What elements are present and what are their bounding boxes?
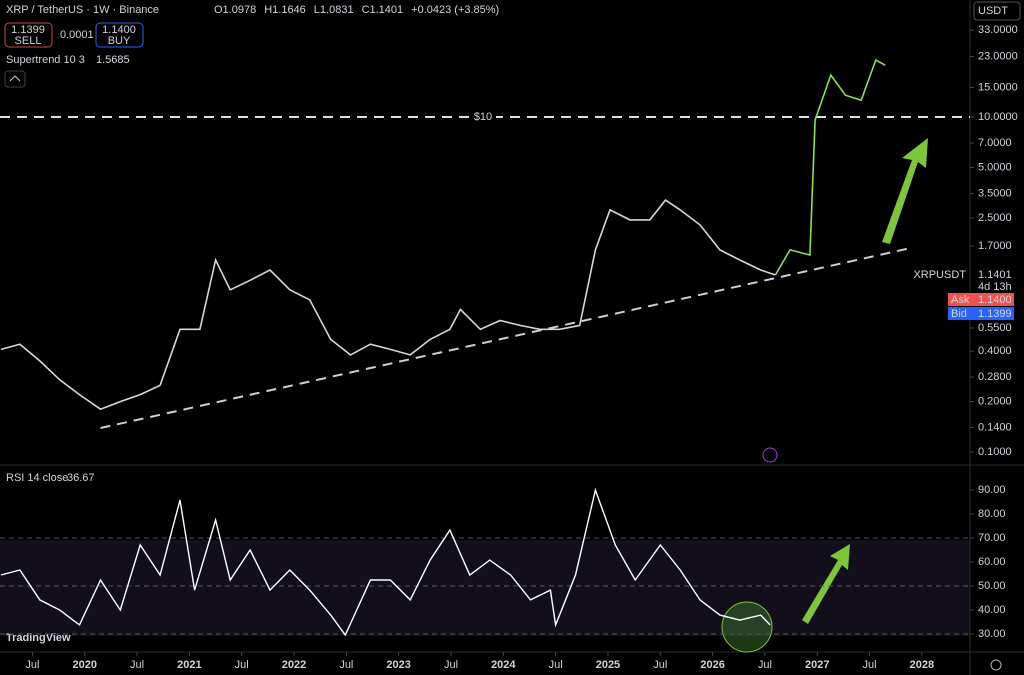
y-tick-label: 90.00 bbox=[978, 484, 1006, 496]
arrow-up-price bbox=[882, 138, 928, 244]
y-tick-label: 7.0000 bbox=[978, 137, 1012, 149]
bid-value: 1.1399 bbox=[978, 308, 1012, 320]
last-price-tag bbox=[972, 267, 1022, 282]
hline-label: $10 bbox=[474, 111, 492, 123]
x-tick-label: 2025 bbox=[596, 659, 620, 671]
ohlc-value: H1.1646 bbox=[264, 4, 306, 16]
ask-value: 1.1400 bbox=[978, 294, 1012, 306]
buy-price[interactable]: 1.1400 bbox=[102, 24, 136, 36]
x-tick-label: Jul bbox=[25, 659, 39, 671]
ask-tag bbox=[948, 292, 1014, 306]
trendline bbox=[100, 247, 911, 429]
x-tick-label: 2024 bbox=[491, 659, 516, 671]
hline-label-bg bbox=[470, 109, 496, 124]
y-tick-label: 0.2000 bbox=[978, 395, 1012, 407]
y-tick-label: 1.7000 bbox=[978, 240, 1012, 252]
y-tick-label: 5.0000 bbox=[978, 161, 1012, 173]
symbol[interactable]: XRP / TetherUS · 1W · Binance bbox=[6, 4, 159, 16]
y-tick-label: 2.5000 bbox=[978, 212, 1012, 224]
y-tick-label: 70.00 bbox=[978, 532, 1006, 544]
x-tick-label: Jul bbox=[339, 659, 353, 671]
logo: TradingView bbox=[6, 632, 71, 644]
y-tick-label: 40.00 bbox=[978, 604, 1006, 616]
x-tick-label: Jul bbox=[235, 659, 249, 671]
x-tick-label: Jul bbox=[549, 659, 563, 671]
indicator[interactable]: Supertrend 10 3 bbox=[6, 54, 85, 66]
event-icon[interactable] bbox=[762, 447, 778, 463]
y-tick-label: 30.00 bbox=[978, 628, 1006, 640]
rsi-title: RSI 14 close bbox=[6, 472, 68, 484]
x-tick-label: 2028 bbox=[910, 659, 934, 671]
x-tick-label: 2020 bbox=[73, 659, 97, 671]
y-tick-label: 80.00 bbox=[978, 508, 1006, 520]
y-tick-label: 3.5000 bbox=[978, 187, 1012, 199]
price-line bbox=[0, 199, 776, 411]
sell-button[interactable] bbox=[4, 22, 53, 48]
x-tick-label: Jul bbox=[130, 659, 144, 671]
currency[interactable]: USDT bbox=[978, 5, 1008, 17]
ohlc-value: C1.1401 bbox=[362, 4, 404, 16]
rsi-highlight bbox=[721, 601, 773, 653]
x-tick-label: 2023 bbox=[386, 659, 410, 671]
sell-price[interactable]: 1.1399 bbox=[11, 24, 45, 36]
bid-tag bbox=[948, 306, 1014, 320]
x-tick-label: Jul bbox=[863, 659, 877, 671]
y-tick-label: 0.1000 bbox=[978, 446, 1012, 458]
x-tick-label: 2022 bbox=[282, 659, 306, 671]
y-tick-label: 0.1400 bbox=[978, 421, 1012, 433]
x-tick-label: Jul bbox=[758, 659, 772, 671]
y-tick-label: 23.0000 bbox=[978, 50, 1018, 62]
sell-label[interactable]: SELL bbox=[15, 35, 42, 47]
collapse-icon bbox=[9, 75, 21, 82]
y-tick-label: 33.0000 bbox=[978, 24, 1018, 36]
y-tick-label: 15.0000 bbox=[978, 81, 1018, 93]
last-price: 1.1401 bbox=[978, 269, 1012, 281]
ask-label: Ask bbox=[951, 294, 970, 306]
price-line bbox=[774, 58, 886, 276]
spread: 0.0001 bbox=[60, 29, 94, 41]
bid-label: Bid bbox=[951, 308, 967, 320]
ohlc-value: L1.0831 bbox=[314, 4, 354, 16]
currency-select[interactable] bbox=[973, 1, 1021, 21]
x-tick-label: Jul bbox=[444, 659, 458, 671]
y-tick-label: 0.5500 bbox=[978, 322, 1012, 334]
y-tick-label: 0.2800 bbox=[978, 371, 1012, 383]
ohlc-value: O1.0978 bbox=[214, 4, 256, 16]
collapse-button[interactable] bbox=[4, 70, 26, 88]
x-tick-label: 2026 bbox=[700, 659, 724, 671]
settings-icon[interactable] bbox=[990, 659, 1002, 671]
y-tick-label: 60.00 bbox=[978, 556, 1006, 568]
buy-label[interactable]: BUY bbox=[108, 35, 131, 47]
y-tick-label: 50.00 bbox=[978, 580, 1006, 592]
x-tick-label: Jul bbox=[653, 659, 667, 671]
indicator-value: 1.5685 bbox=[96, 54, 130, 66]
last-symbol: XRPUSDT bbox=[913, 269, 966, 281]
rsi-value: 36.67 bbox=[67, 472, 95, 484]
arrow-up-rsi bbox=[802, 544, 850, 624]
price-line bbox=[0, 487, 771, 637]
x-tick-label: 2027 bbox=[805, 659, 829, 671]
countdown: 4d 13h bbox=[978, 281, 1012, 293]
y-tick-label: 10.0000 bbox=[978, 111, 1018, 123]
y-tick-label: 0.4000 bbox=[978, 345, 1012, 357]
x-tick-label: 2021 bbox=[177, 659, 201, 671]
ohlc-value: +0.0423 (+3.85%) bbox=[411, 4, 499, 16]
buy-button[interactable] bbox=[95, 22, 144, 48]
